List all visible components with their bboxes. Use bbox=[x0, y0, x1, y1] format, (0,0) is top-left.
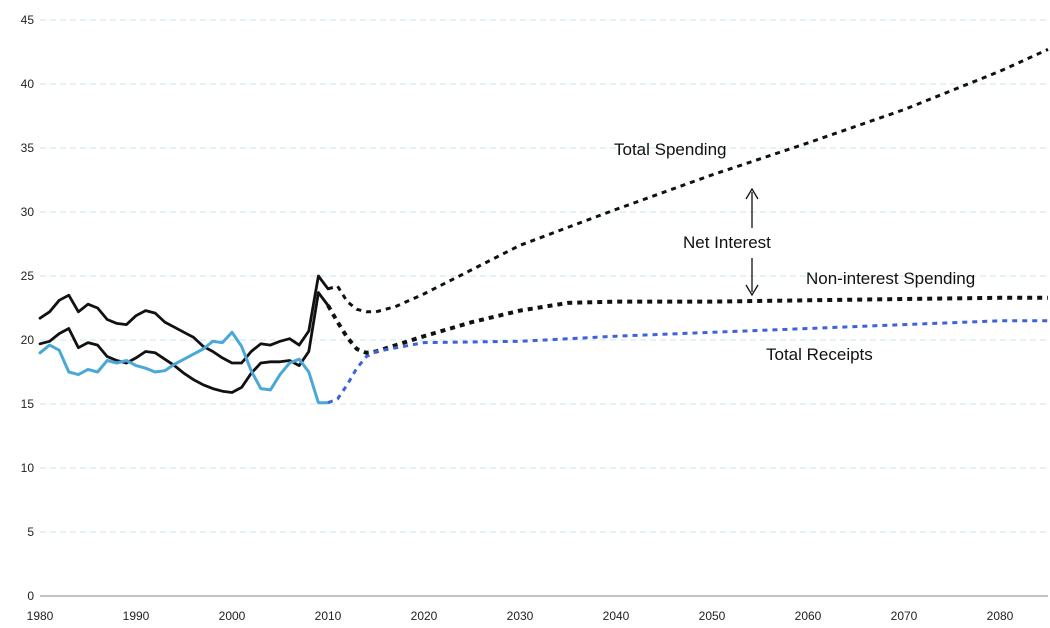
series-line-total-receipts-actual bbox=[38, 330, 330, 405]
net-interest-down-arrow bbox=[745, 258, 759, 297]
series-line-total-receipts-projected bbox=[327, 319, 1048, 405]
series-line-non-interest-spending-projected bbox=[326, 295, 1048, 355]
x-tick-label: 1990 bbox=[123, 609, 150, 623]
x-tick-label: 2040 bbox=[603, 609, 630, 623]
x-tick-label: 2050 bbox=[699, 609, 726, 623]
x-tick-label: 2010 bbox=[315, 609, 342, 623]
net-interest-up-arrow bbox=[745, 187, 759, 228]
annotation-total-spending: Total Spending bbox=[614, 140, 726, 159]
series-line-non-interest-spending-actual bbox=[38, 291, 330, 394]
series-line-total-spending-projected bbox=[327, 48, 1049, 314]
y-tick-label: 45 bbox=[21, 13, 35, 27]
x-tick-labels: 1980 1990 2000 2010 2020 2030 2040 2050 2060 2070… bbox=[27, 609, 1014, 623]
series-line-total-spending-actual bbox=[38, 274, 330, 365]
y-tick-label: 5 bbox=[27, 525, 34, 539]
y-tick-label: 15 bbox=[21, 397, 35, 411]
annotation-total-receipts: Total Receipts bbox=[766, 345, 873, 364]
x-tick-label: 2070 bbox=[891, 609, 918, 623]
y-tick-label: 20 bbox=[21, 333, 35, 347]
x-tick-label: 2080 bbox=[987, 609, 1014, 623]
x-tick-label: 2000 bbox=[219, 609, 246, 623]
y-tick-label: 25 bbox=[21, 269, 35, 283]
x-tick-label: 1980 bbox=[27, 609, 54, 623]
y-tick-label: 0 bbox=[27, 589, 34, 603]
y-tick-labels: 0 5 10 15 20 25 30 35 40 45 bbox=[21, 13, 35, 603]
y-tick-label: 30 bbox=[21, 205, 35, 219]
annotation-net-interest: Net Interest bbox=[683, 233, 771, 252]
y-tick-label: 40 bbox=[21, 77, 35, 91]
series-lines bbox=[38, 48, 1049, 405]
annotation-non-interest-spending: Non-interest Spending bbox=[806, 269, 975, 288]
y-tick-label: 35 bbox=[21, 141, 35, 155]
y-tick-label: 10 bbox=[21, 461, 35, 475]
x-tick-label: 2030 bbox=[507, 609, 534, 623]
x-tick-label: 2060 bbox=[795, 609, 822, 623]
x-tick-label: 2020 bbox=[411, 609, 438, 623]
